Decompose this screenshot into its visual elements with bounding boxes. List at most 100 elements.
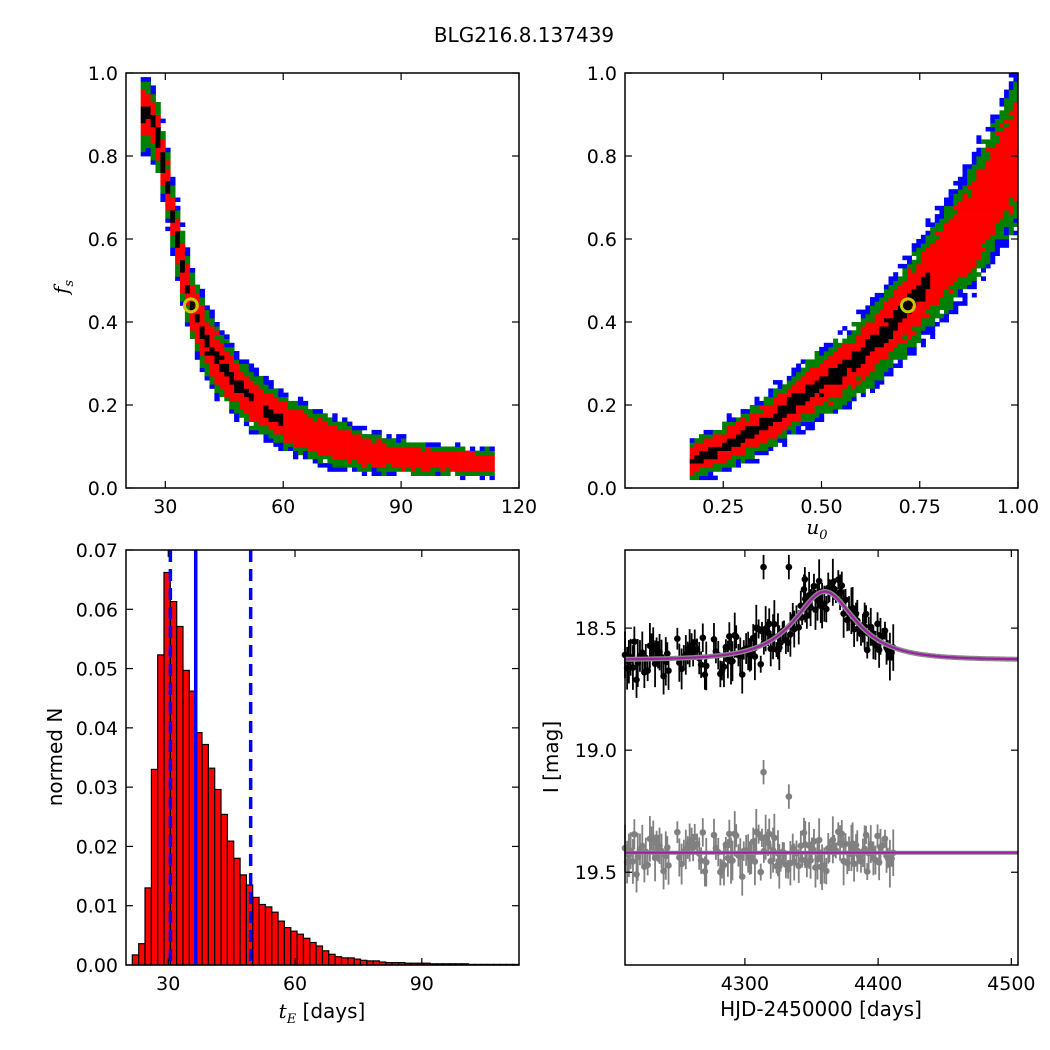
density-cell [773,409,778,414]
density-cell [317,429,323,435]
density-cell [939,292,945,298]
density-cell [239,392,245,398]
density-cell [1013,77,1019,82]
density-cell [953,268,959,273]
density-cell [985,176,991,182]
density-cell [907,272,912,277]
density-cell [278,425,284,431]
density-cell [888,346,894,352]
density-cell [455,446,461,451]
data-point [771,620,778,628]
density-cell [352,454,358,460]
density-cell [948,205,954,211]
density-cell [703,454,709,460]
density-cell [435,454,441,460]
density-cell [851,396,857,402]
density-cell [184,322,191,327]
density-cell [430,463,436,468]
density-cell [773,396,778,402]
density-cell [749,413,755,418]
density-cell [307,446,314,451]
density-cell [312,417,318,422]
density-cell [288,429,294,435]
density-cell [258,429,264,435]
density-cell [160,160,166,165]
density-cell [268,392,274,398]
density-cell [160,143,166,149]
density-cell [474,454,481,460]
density-cell [740,446,746,451]
density-cell [1008,160,1014,165]
density-cell [907,326,912,331]
density-cell [1004,239,1010,244]
density-cell [699,446,704,451]
density-cell [911,317,917,323]
density-cell [219,371,225,377]
density-cell [386,434,392,439]
density-cell [994,147,1000,153]
density-cell [870,330,875,335]
density-cell [768,417,774,422]
density-cell [777,388,783,393]
density-cell [879,338,885,344]
density-cell [415,450,422,456]
density-cell [425,467,431,472]
density-cell [934,268,940,273]
density-cell [976,185,982,190]
density-cell [925,218,931,223]
density-cell [219,363,225,368]
density-cell [879,342,885,348]
density-cell [140,77,146,82]
density-cell [925,276,931,281]
density-cell [990,222,996,227]
density-cell [170,180,176,186]
density-cell [371,434,377,439]
density-cell [699,454,704,460]
density-cell [874,322,880,327]
density-cell [708,438,714,443]
density-cell [327,458,333,464]
density-cell [860,384,866,389]
density-cell [293,417,299,422]
density-cell [865,305,871,310]
density-cell [930,226,936,232]
density-cell [736,438,741,443]
density-cell [809,367,815,373]
density-cell [342,438,348,443]
density-cell [967,272,973,277]
histogram-bar [264,906,273,966]
density-cell [907,268,912,273]
density-cell [263,413,269,418]
density-cell [773,405,778,410]
density-cell [851,371,857,377]
density-cell [184,247,191,252]
density-cell [981,234,986,240]
density-cell [777,392,783,398]
density-cell [1013,106,1019,111]
density-cell [768,396,774,402]
density-cell [971,156,977,161]
density-cell [209,371,215,377]
density-cell [214,371,220,377]
density-cell [953,180,959,186]
density-cell [860,359,866,364]
density-cell [726,458,732,464]
density-cell [1004,106,1010,111]
density-cell [883,313,889,319]
density-cell [189,322,196,327]
density-cell [874,305,880,310]
density-cell [268,425,274,431]
density-cell [920,255,926,261]
density-cell [768,388,774,393]
density-cell [981,218,986,223]
density-cell [805,380,811,385]
density-cell [883,359,889,364]
density-cell [874,346,880,352]
density-cell [990,131,996,136]
density-cell [1013,209,1019,215]
density-cell [953,276,959,281]
density-cell [263,429,269,435]
density-cell [833,367,839,373]
density-cell [140,151,146,157]
